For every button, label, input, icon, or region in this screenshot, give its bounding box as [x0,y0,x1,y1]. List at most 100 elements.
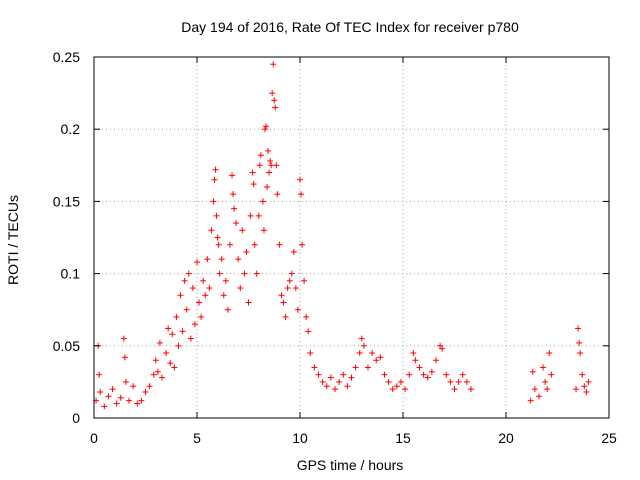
data-point [163,350,170,357]
data-point [216,270,223,277]
data-point [212,166,219,173]
data-point [194,259,200,266]
data-point [249,169,256,176]
plot-frame [93,56,610,419]
data-point [412,357,419,364]
data-point [298,191,305,198]
data-point [165,325,172,332]
data-point [237,285,244,292]
data-point [420,371,427,378]
data-point [226,241,233,248]
x-tick-label: 10 [292,430,308,446]
data-point [389,386,396,393]
data-point [577,350,584,357]
data-point [146,383,153,390]
data-point [185,270,192,277]
data-point [290,248,297,255]
data-point [109,386,116,393]
data-point [529,368,536,375]
data-point [531,386,538,393]
data-point [292,285,299,292]
data-point [459,371,466,378]
data-point [269,90,276,97]
data-point [585,378,592,385]
data-point [181,277,188,284]
data-point [271,97,278,104]
data-point [101,403,108,410]
data-point [364,364,371,371]
data-point [340,371,347,378]
data-point [158,374,165,381]
x-tick-label: 0 [90,430,98,446]
data-point [542,378,549,385]
data-point [573,386,580,393]
y-axis-label: ROTI / TECUs [5,195,21,285]
data-point [105,393,112,400]
data-point [97,389,104,396]
data-point [360,342,367,349]
data-point [286,277,293,284]
data-point [138,397,145,404]
data-point [575,325,582,332]
data-point [278,292,285,299]
data-point [397,378,404,385]
data-point [272,104,279,111]
data-point [301,277,308,284]
data-points [93,61,592,410]
y-tick-label: 0.2 [61,121,81,137]
data-point [381,371,388,378]
data-point [230,191,237,198]
data-point [270,61,277,68]
data-point [463,378,470,385]
data-point [535,393,542,400]
data-point [280,299,287,306]
data-point [239,227,246,234]
data-point [253,270,260,277]
data-point [377,354,384,361]
data-point [336,378,343,385]
data-point [256,162,263,169]
data-point [243,248,250,255]
data-point [267,157,274,164]
data-point [150,371,157,378]
data-point [294,306,301,313]
data-point [273,162,280,169]
data-point [263,123,270,130]
data-point [303,313,310,320]
data-point [142,389,149,396]
data-point [215,241,222,248]
data-point [315,371,322,378]
data-point [327,374,334,381]
data-point [218,256,225,263]
data-point [229,172,236,179]
data-point [173,313,180,320]
y-tick-label: 0.15 [53,193,80,209]
data-point [455,378,462,385]
data-point [187,335,194,342]
data-point [211,176,218,183]
data-point [583,389,590,396]
grid-lines [94,57,609,418]
data-point [202,292,209,299]
data-point [268,162,275,169]
data-point [167,360,174,367]
data-point [231,205,238,212]
data-point [358,335,365,342]
data-point [179,328,186,335]
data-point [130,383,137,390]
data-point [250,181,257,188]
data-point [241,270,248,277]
data-point [373,357,380,364]
data-point [247,212,254,219]
data-point [169,331,176,338]
data-point [402,386,409,393]
data-point [348,374,355,381]
data-point [439,345,446,352]
data-point [276,241,283,248]
data-point [117,394,124,401]
data-point [428,368,435,375]
data-point [579,371,586,378]
data-point [264,183,271,190]
data-point [548,371,555,378]
